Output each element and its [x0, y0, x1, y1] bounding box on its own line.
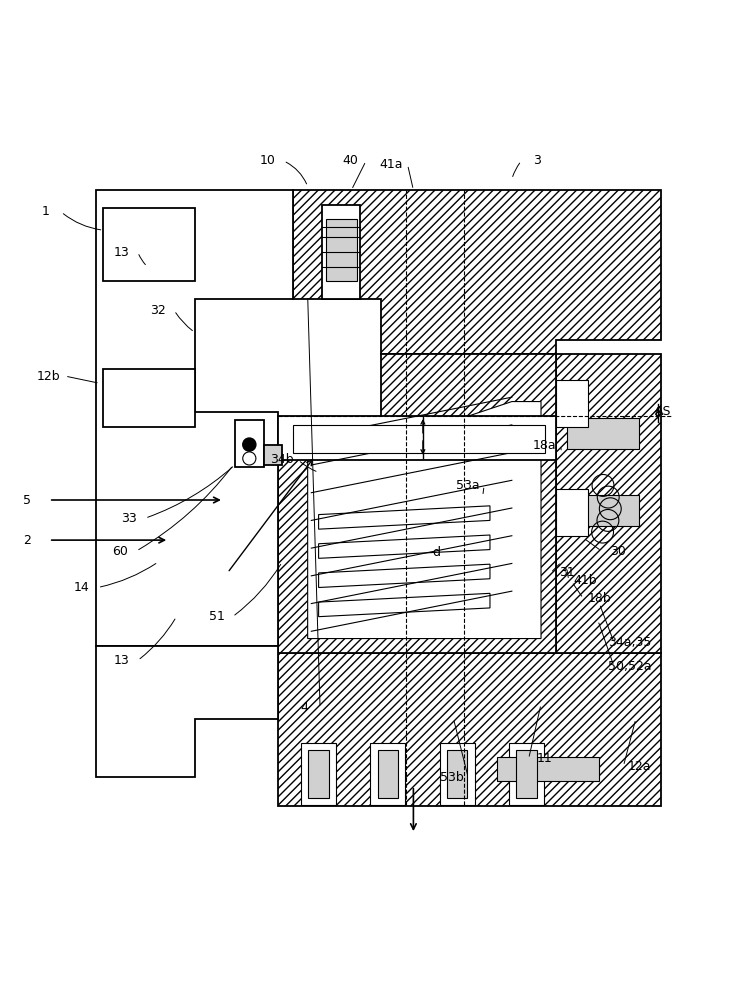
Bar [322, 205, 360, 299]
Text: 33: 33 [121, 512, 137, 525]
Bar [301, 743, 336, 805]
Bar [308, 750, 329, 798]
Text: 13: 13 [114, 654, 130, 667]
Bar [509, 743, 544, 805]
Bar [278, 416, 556, 460]
Text: 34a,35: 34a,35 [608, 636, 651, 649]
Text: AS: AS [655, 405, 672, 418]
Bar [103, 208, 195, 281]
Text: 18b: 18b [588, 592, 611, 605]
Bar [567, 495, 640, 526]
Text: 41b: 41b [573, 574, 597, 587]
Text: 40: 40 [342, 154, 358, 167]
Text: 34b: 34b [270, 453, 294, 466]
Polygon shape [318, 564, 490, 588]
Text: 60: 60 [112, 545, 128, 558]
Polygon shape [307, 402, 541, 639]
Bar [378, 750, 398, 798]
Polygon shape [318, 593, 490, 617]
Bar [293, 425, 545, 453]
Bar [447, 750, 467, 798]
Bar [556, 489, 589, 536]
Text: 12a: 12a [628, 760, 651, 773]
Text: 1: 1 [41, 205, 49, 218]
Text: 11: 11 [537, 752, 553, 765]
Text: 12b: 12b [37, 370, 61, 383]
Bar [567, 418, 640, 449]
Polygon shape [96, 190, 293, 646]
Bar [556, 354, 661, 653]
Polygon shape [293, 190, 661, 354]
Text: 53b: 53b [440, 771, 464, 784]
Text: 30: 30 [610, 545, 626, 558]
Polygon shape [318, 535, 490, 558]
Text: 3: 3 [534, 154, 541, 167]
Text: 4: 4 [300, 701, 308, 714]
Text: 32: 32 [150, 304, 166, 317]
Text: 18a: 18a [533, 439, 556, 452]
Text: 14: 14 [74, 581, 89, 594]
Polygon shape [278, 354, 556, 653]
Bar [497, 757, 600, 781]
Bar [440, 743, 474, 805]
Polygon shape [96, 646, 278, 777]
Polygon shape [318, 506, 490, 529]
Bar [516, 750, 537, 798]
Bar [264, 445, 282, 465]
Bar [235, 420, 264, 467]
Bar [556, 380, 589, 427]
Text: 2: 2 [23, 534, 31, 547]
Text: 41a: 41a [380, 158, 403, 171]
Text: d: d [433, 546, 441, 559]
Text: 51: 51 [209, 610, 225, 623]
Polygon shape [278, 653, 661, 806]
Circle shape [243, 438, 256, 451]
Bar [103, 369, 195, 427]
Text: 31: 31 [559, 566, 575, 579]
Text: 50,52a: 50,52a [608, 660, 651, 673]
Text: 5: 5 [23, 493, 31, 506]
Bar [326, 219, 356, 281]
Text: 53a: 53a [456, 479, 480, 492]
Bar [370, 743, 406, 805]
Text: 13: 13 [114, 246, 130, 259]
Text: 10: 10 [260, 154, 275, 167]
